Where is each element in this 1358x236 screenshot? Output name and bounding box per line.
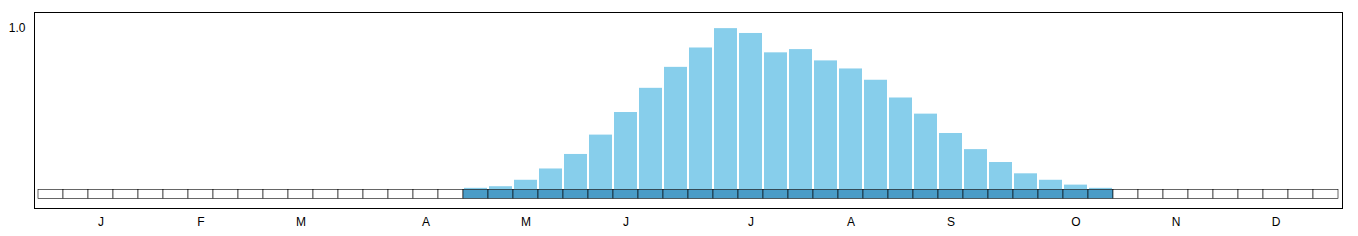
svg-text:S: S [947, 215, 955, 229]
svg-text:M: M [521, 215, 531, 229]
svg-text:D: D [1272, 215, 1281, 229]
svg-text:1.0: 1.0 [9, 21, 26, 35]
svg-text:F: F [197, 215, 204, 229]
svg-text:N: N [1172, 215, 1181, 229]
svg-text:J: J [98, 215, 104, 229]
svg-text:A: A [847, 215, 855, 229]
svg-text:J: J [623, 215, 629, 229]
svg-text:A: A [422, 215, 430, 229]
svg-text:M: M [296, 215, 306, 229]
svg-text:O: O [1071, 215, 1080, 229]
svg-text:J: J [748, 215, 754, 229]
